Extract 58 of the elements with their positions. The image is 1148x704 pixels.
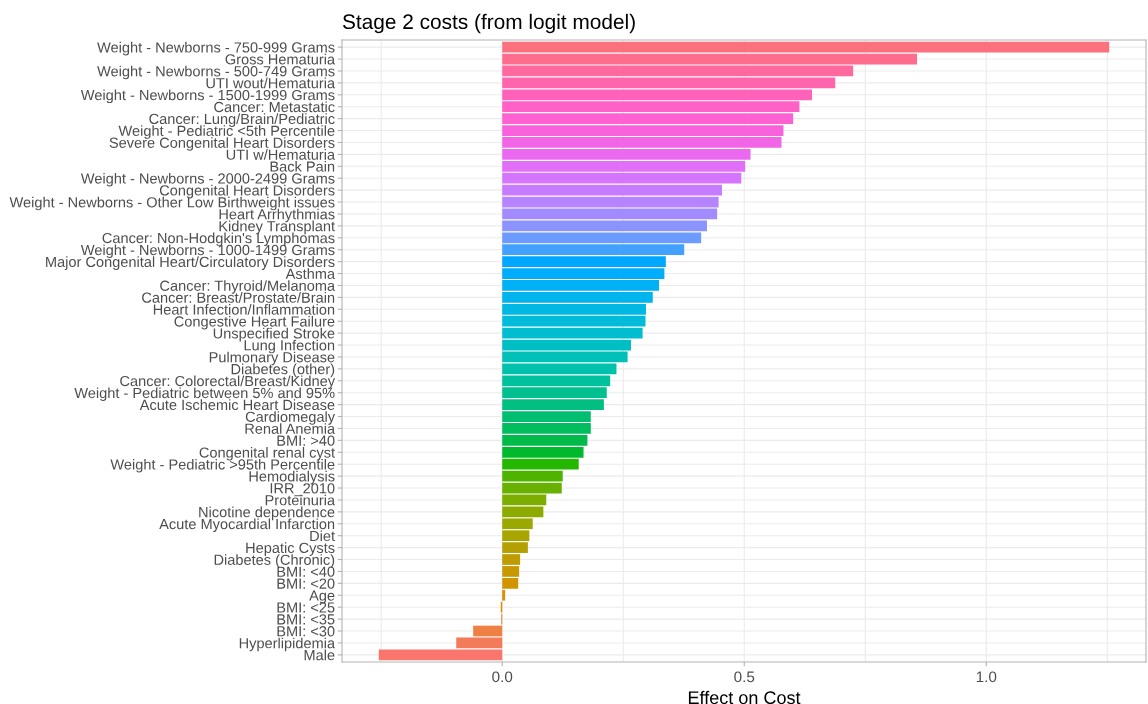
y-tick-label: BMI: >40 xyxy=(277,435,335,446)
bar xyxy=(502,232,702,244)
y-tick-label: Cancer: Breast/Prostate/Brain xyxy=(142,292,335,303)
bar xyxy=(502,41,1110,53)
y-tick-label: Cardiomegaly xyxy=(245,411,336,425)
y-tick-label: Gross Hematuria xyxy=(225,53,336,65)
bar xyxy=(502,375,611,387)
bar xyxy=(502,411,591,422)
bar xyxy=(502,351,628,363)
y-tick-label: BMI: <20 xyxy=(277,578,335,589)
bar xyxy=(502,220,707,232)
y-tick-label: Back Pain xyxy=(270,161,335,172)
bar xyxy=(502,65,854,77)
bar xyxy=(502,77,836,89)
bar xyxy=(502,208,718,220)
bar xyxy=(502,423,591,434)
y-tick-label: Age xyxy=(309,590,335,604)
x-tick-label: 1.0 xyxy=(976,671,997,683)
bar xyxy=(502,339,631,351)
bar xyxy=(502,387,607,399)
y-tick-label: BMI: <40 xyxy=(277,566,335,577)
y-tick-label: BMI: <35 xyxy=(277,614,335,625)
y-tick-label: Asthma xyxy=(285,268,336,279)
bar xyxy=(502,494,547,506)
bar xyxy=(378,649,503,661)
bar xyxy=(502,435,588,446)
bar xyxy=(473,625,503,637)
y-tick-label: Acute Ischemic Heart Disease xyxy=(139,399,335,411)
bar xyxy=(502,53,918,65)
bar xyxy=(502,399,604,410)
y-tick-label: Cancer: Metastatic xyxy=(214,101,335,113)
y-tick-label: Hepatic Cysts xyxy=(246,542,335,556)
bar xyxy=(502,89,813,101)
bar xyxy=(502,446,584,458)
y-tick-label: Heart Infection/Inflammation xyxy=(153,304,335,315)
y-tick-label: BMI: <25 xyxy=(277,602,335,613)
y-tick-label: Diabetes (Chronic) xyxy=(214,554,335,568)
bar xyxy=(502,506,544,518)
y-tick-label: Major Congenital Heart/Circulatory Disorders xyxy=(46,256,335,270)
y-tick-label: BMI: <30 xyxy=(277,626,335,637)
bar xyxy=(456,637,503,649)
y-tick-label: UTI w/Hematuria xyxy=(226,149,336,160)
y-tick-label: Cancer: Thyroid/Melanoma xyxy=(160,280,336,294)
y-tick-label: UTI wout/Hematuria xyxy=(206,77,336,89)
bar xyxy=(502,482,562,494)
y-tick-label: Renal Anemia xyxy=(245,423,336,434)
bar xyxy=(502,196,719,208)
chart-title: Stage 2 costs (from logit model) xyxy=(342,13,635,34)
bar xyxy=(502,363,617,375)
bar xyxy=(502,518,533,530)
bar xyxy=(502,244,685,256)
x-tick-label: 0.5 xyxy=(734,671,755,683)
x-tick-label: 0.0 xyxy=(492,671,513,683)
y-tick-label: Hemodialysis xyxy=(249,470,335,485)
bar xyxy=(502,184,722,196)
bar xyxy=(502,458,579,470)
x-axis-title: Effect on Cost xyxy=(688,690,801,704)
bar xyxy=(502,470,563,482)
